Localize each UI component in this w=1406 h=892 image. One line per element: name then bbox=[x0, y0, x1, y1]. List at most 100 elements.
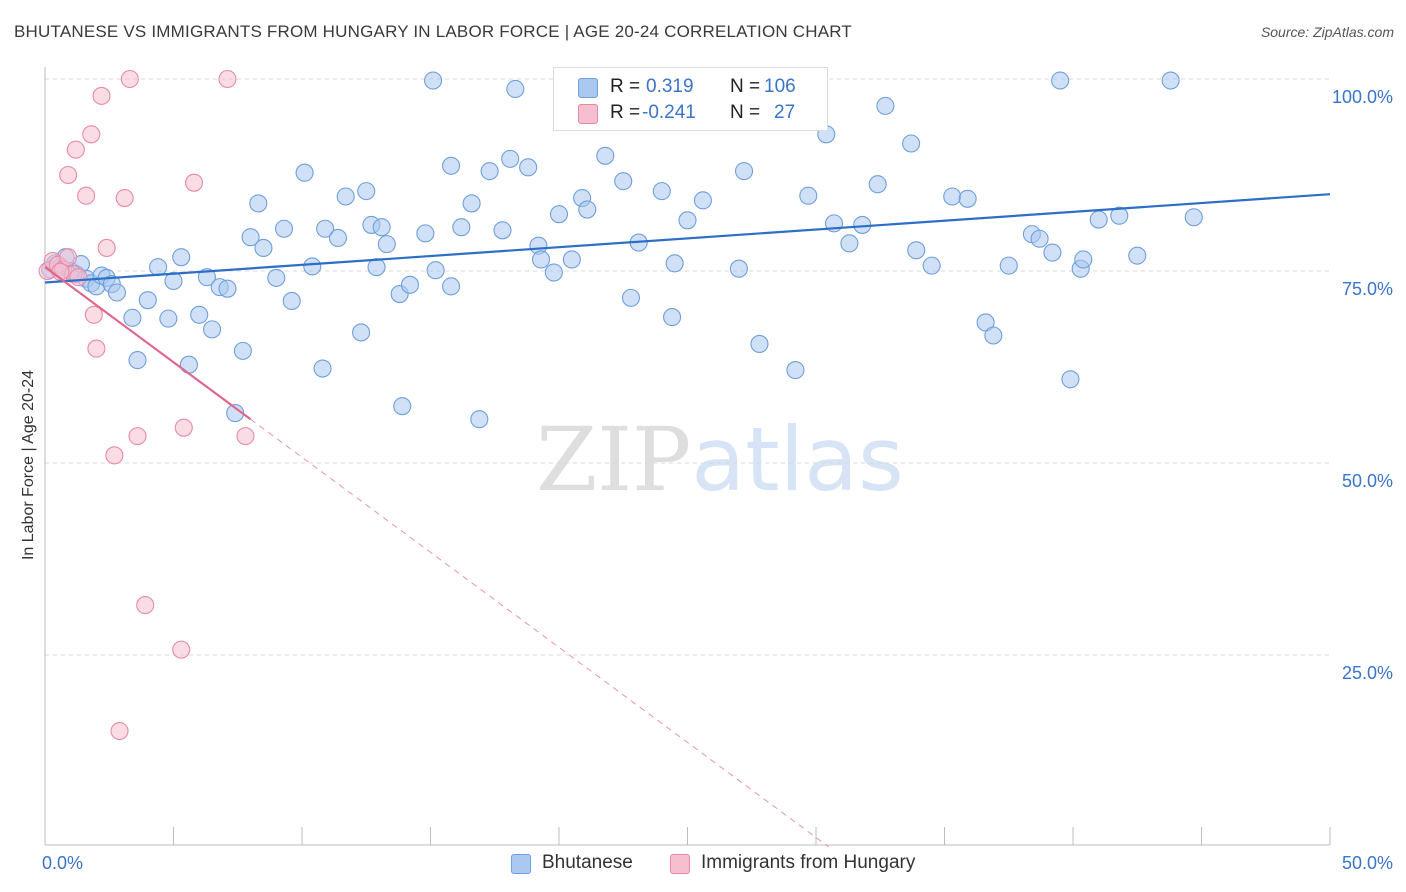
x-tick-label: 50.0% bbox=[1342, 853, 1393, 873]
bhutanese-point bbox=[1074, 250, 1093, 269]
bhutanese-point bbox=[665, 254, 684, 273]
bhutanese-point bbox=[107, 283, 127, 302]
bhutanese-point bbox=[274, 219, 294, 238]
bhutanese-point bbox=[1161, 71, 1180, 90]
legend-r-value: 0.319 bbox=[646, 76, 694, 97]
hungary-point bbox=[84, 305, 103, 324]
bhutanese-point bbox=[943, 187, 962, 206]
bhutanese-point bbox=[799, 186, 818, 205]
bhutanese-point bbox=[1051, 71, 1070, 90]
bhutanese-point bbox=[179, 355, 198, 374]
bhutanese-point bbox=[336, 187, 355, 206]
hungary-point bbox=[66, 140, 85, 159]
x-tick-label: 0.0% bbox=[42, 853, 83, 873]
bhutanese-point bbox=[372, 218, 391, 237]
bhutanese-point bbox=[578, 200, 597, 219]
bhutanese-point bbox=[1089, 210, 1108, 229]
bhutanese-point bbox=[922, 256, 941, 275]
hungary-point bbox=[172, 640, 191, 659]
bhutanese-point bbox=[442, 156, 461, 175]
legend-r-label: R = bbox=[610, 76, 641, 97]
bhutanese-point bbox=[377, 235, 396, 254]
bhutanese-point bbox=[1184, 208, 1203, 227]
hungary-trend-extension bbox=[250, 418, 830, 848]
legend-n-label: N = bbox=[730, 76, 761, 97]
bhutanese-point bbox=[1061, 370, 1080, 389]
legend-r-label: R = bbox=[610, 102, 641, 123]
bhutanese-point bbox=[678, 211, 697, 230]
bhutanese-point bbox=[868, 175, 887, 194]
bhutanese-point bbox=[1128, 246, 1147, 265]
bhutanese-point bbox=[149, 258, 168, 277]
bhutanese-point bbox=[493, 221, 512, 240]
legend-n-value: 106 bbox=[764, 76, 796, 97]
bhutanese-point bbox=[233, 341, 252, 360]
legend-n-value: 27 bbox=[774, 102, 796, 123]
bottom-legend-label-bhutanese: Bhutanese bbox=[542, 852, 633, 873]
y-tick-label: 75.0% bbox=[1342, 279, 1393, 299]
bhutanese-point bbox=[218, 279, 237, 298]
bhutanese-point bbox=[303, 257, 322, 276]
bhutanese-point bbox=[907, 241, 926, 260]
bhutanese-point bbox=[352, 323, 371, 342]
bhutanese-point bbox=[442, 277, 461, 296]
hungary-point bbox=[128, 427, 147, 446]
bhutanese-point bbox=[1030, 229, 1049, 248]
bottom-legend-swatch-hungary bbox=[670, 854, 690, 874]
bhutanese-point bbox=[693, 191, 712, 210]
bhutanese-point bbox=[734, 162, 754, 181]
hungary-point bbox=[105, 446, 124, 465]
legend-swatch-bhutanese bbox=[578, 78, 598, 98]
bhutanese-point bbox=[614, 172, 633, 191]
bhutanese-point bbox=[138, 291, 157, 310]
bhutanese-point bbox=[267, 268, 286, 287]
bhutanese-point bbox=[652, 182, 671, 201]
hungary-point bbox=[174, 418, 193, 437]
bhutanese-point bbox=[249, 194, 268, 213]
bhutanese-point bbox=[786, 361, 805, 380]
bhutanese-point bbox=[544, 263, 563, 282]
watermark-zip: ZIP bbox=[536, 408, 691, 511]
legend-row-hungary: R = -0.241 N = 27 bbox=[554, 100, 827, 128]
bhutanese-point bbox=[328, 228, 348, 248]
bhutanese-point bbox=[958, 189, 977, 208]
hungary-point bbox=[136, 596, 155, 615]
hungary-point bbox=[92, 86, 111, 105]
bhutanese-point bbox=[357, 182, 376, 201]
hungary-point bbox=[120, 69, 139, 89]
hungary-point bbox=[87, 339, 106, 358]
hungary-point bbox=[236, 427, 255, 446]
bhutanese-point bbox=[506, 79, 525, 99]
bhutanese-point bbox=[416, 224, 435, 243]
bhutanese-point bbox=[1110, 206, 1129, 225]
hungary-point bbox=[82, 125, 101, 144]
watermark: ZIPatlas bbox=[536, 408, 904, 511]
bhutanese-point bbox=[621, 288, 641, 307]
hungary-trend-line bbox=[44, 266, 252, 421]
bhutanese-point bbox=[400, 275, 419, 294]
bhutanese-point bbox=[596, 146, 615, 165]
bhutanese-point bbox=[282, 291, 301, 311]
legend-row-bhutanese: R = 0.319 N = 106 bbox=[554, 74, 827, 102]
legend-swatch-hungary bbox=[578, 104, 598, 124]
bhutanese-point bbox=[480, 162, 499, 181]
bhutanese-point bbox=[254, 238, 273, 258]
bhutanese-point bbox=[729, 259, 748, 278]
hungary-point bbox=[218, 69, 237, 89]
bottom-legend-label-hungary: Immigrants from Hungary bbox=[701, 852, 916, 873]
bhutanese-point bbox=[393, 397, 412, 416]
bhutanese-point bbox=[197, 268, 216, 287]
bhutanese-point bbox=[1043, 243, 1062, 262]
bhutanese-point bbox=[663, 308, 682, 327]
hungary-point bbox=[115, 188, 134, 208]
bhutanese-point bbox=[164, 271, 183, 291]
bhutanese-point bbox=[984, 326, 1003, 345]
hungary-point bbox=[59, 248, 78, 267]
bhutanese-point bbox=[426, 261, 445, 280]
watermark-atlas: atlas bbox=[691, 408, 904, 511]
hungary-point bbox=[77, 186, 96, 205]
bhutanese-point bbox=[501, 149, 520, 168]
bhutanese-point bbox=[562, 250, 581, 269]
chart-title: BHUTANESE VS IMMIGRANTS FROM HUNGARY IN … bbox=[14, 22, 853, 41]
